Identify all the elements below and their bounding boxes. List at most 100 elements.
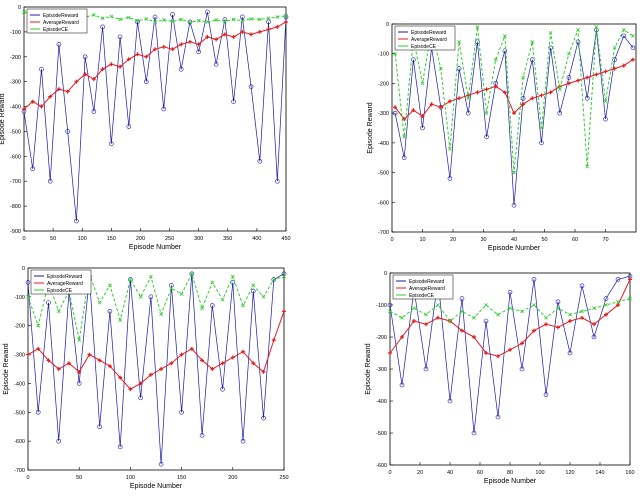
x-tick-label: 0 bbox=[388, 470, 391, 476]
data-point bbox=[424, 322, 428, 327]
data-point bbox=[604, 303, 608, 307]
data-point bbox=[448, 146, 452, 151]
x-tick-label: 40 bbox=[447, 470, 453, 476]
data-point bbox=[521, 75, 526, 80]
data-point bbox=[539, 93, 544, 98]
data-point bbox=[153, 47, 157, 52]
series-EpisodeCE bbox=[388, 296, 632, 323]
data-point bbox=[196, 49, 201, 55]
data-point bbox=[282, 274, 286, 279]
data-point bbox=[621, 28, 626, 32]
data-point bbox=[603, 69, 608, 74]
data-point bbox=[179, 409, 184, 415]
data-point bbox=[47, 178, 53, 184]
data-point bbox=[508, 306, 512, 311]
y-tick-label: -400 bbox=[14, 381, 25, 387]
y-tick-label: -800 bbox=[10, 204, 21, 210]
data-point bbox=[412, 319, 416, 323]
data-point bbox=[616, 303, 620, 307]
x-tick-label: 0 bbox=[22, 236, 25, 242]
chart-3: 0 50 100 150 200 250 0 -100 -200 -300 -400 -500 -600… bbox=[3, 266, 289, 490]
data-point bbox=[548, 90, 553, 95]
data-point bbox=[230, 274, 235, 279]
data-point bbox=[400, 315, 404, 320]
data-point bbox=[65, 129, 70, 134]
series-line bbox=[27, 311, 285, 390]
data-point bbox=[543, 392, 549, 397]
data-point bbox=[275, 24, 280, 29]
data-point bbox=[604, 312, 608, 317]
data-point bbox=[557, 110, 563, 116]
data-point bbox=[74, 79, 79, 84]
data-point bbox=[603, 296, 609, 301]
data-point bbox=[567, 51, 571, 56]
data-point bbox=[148, 372, 153, 377]
data-point bbox=[420, 114, 425, 119]
x-tick-label: 50 bbox=[76, 475, 82, 481]
data-point bbox=[447, 176, 453, 181]
data-point bbox=[117, 34, 123, 40]
legend-label: EpisodeCE bbox=[409, 293, 435, 299]
data-point bbox=[144, 54, 149, 59]
data-point bbox=[128, 387, 133, 392]
data-point bbox=[257, 17, 262, 22]
y-tick-label: 0 bbox=[18, 5, 21, 11]
data-point bbox=[576, 28, 580, 32]
chart-1: 0 50 100 150 200 250 300 350 400 450 0 -100 -200 -300… bbox=[0, 5, 291, 251]
data-point bbox=[251, 283, 256, 288]
x-axis-label: Episode Number bbox=[129, 244, 182, 251]
data-point bbox=[170, 47, 175, 52]
data-point bbox=[91, 13, 96, 17]
x-tick-label: 140 bbox=[595, 470, 604, 476]
series-AverageReward bbox=[26, 309, 286, 392]
data-point bbox=[283, 14, 289, 20]
data-point bbox=[496, 354, 500, 359]
series-line bbox=[23, 11, 287, 222]
series-EpisodeReward bbox=[21, 9, 289, 224]
data-point bbox=[266, 27, 271, 32]
data-point bbox=[544, 322, 548, 327]
data-point bbox=[274, 178, 280, 184]
data-point bbox=[472, 335, 476, 339]
x-tick-label: 150 bbox=[107, 236, 116, 242]
data-point bbox=[411, 108, 416, 113]
data-point bbox=[544, 315, 548, 320]
data-point bbox=[188, 20, 192, 25]
data-point bbox=[261, 415, 266, 421]
x-tick-label: 100 bbox=[78, 236, 87, 242]
data-point bbox=[519, 366, 525, 372]
data-point bbox=[566, 75, 572, 80]
data-point bbox=[387, 302, 393, 308]
data-point bbox=[493, 84, 498, 89]
y-tick-label: -400 bbox=[378, 141, 389, 147]
data-point bbox=[436, 303, 440, 307]
data-point bbox=[169, 283, 174, 288]
data-point bbox=[148, 294, 154, 300]
data-point bbox=[438, 66, 443, 71]
data-point bbox=[169, 286, 174, 291]
series-line bbox=[27, 272, 285, 341]
data-point bbox=[241, 349, 246, 354]
x-tick-label: 300 bbox=[194, 236, 203, 242]
data-point bbox=[502, 90, 507, 95]
series-line bbox=[394, 59, 634, 120]
data-point bbox=[520, 309, 524, 314]
x-tick-label: 20 bbox=[417, 470, 423, 476]
y-tick-label: 0 bbox=[386, 22, 389, 28]
data-point bbox=[612, 45, 617, 50]
data-point bbox=[179, 17, 184, 22]
plot-frame bbox=[27, 267, 285, 471]
data-point bbox=[271, 338, 276, 343]
data-point bbox=[158, 461, 164, 467]
plot-frame bbox=[23, 6, 287, 232]
x-tick-label: 250 bbox=[279, 475, 288, 481]
data-point bbox=[438, 105, 443, 110]
data-point bbox=[25, 280, 31, 285]
data-point bbox=[91, 77, 96, 82]
data-point bbox=[466, 96, 471, 101]
data-point bbox=[465, 110, 471, 116]
data-point bbox=[179, 352, 184, 357]
